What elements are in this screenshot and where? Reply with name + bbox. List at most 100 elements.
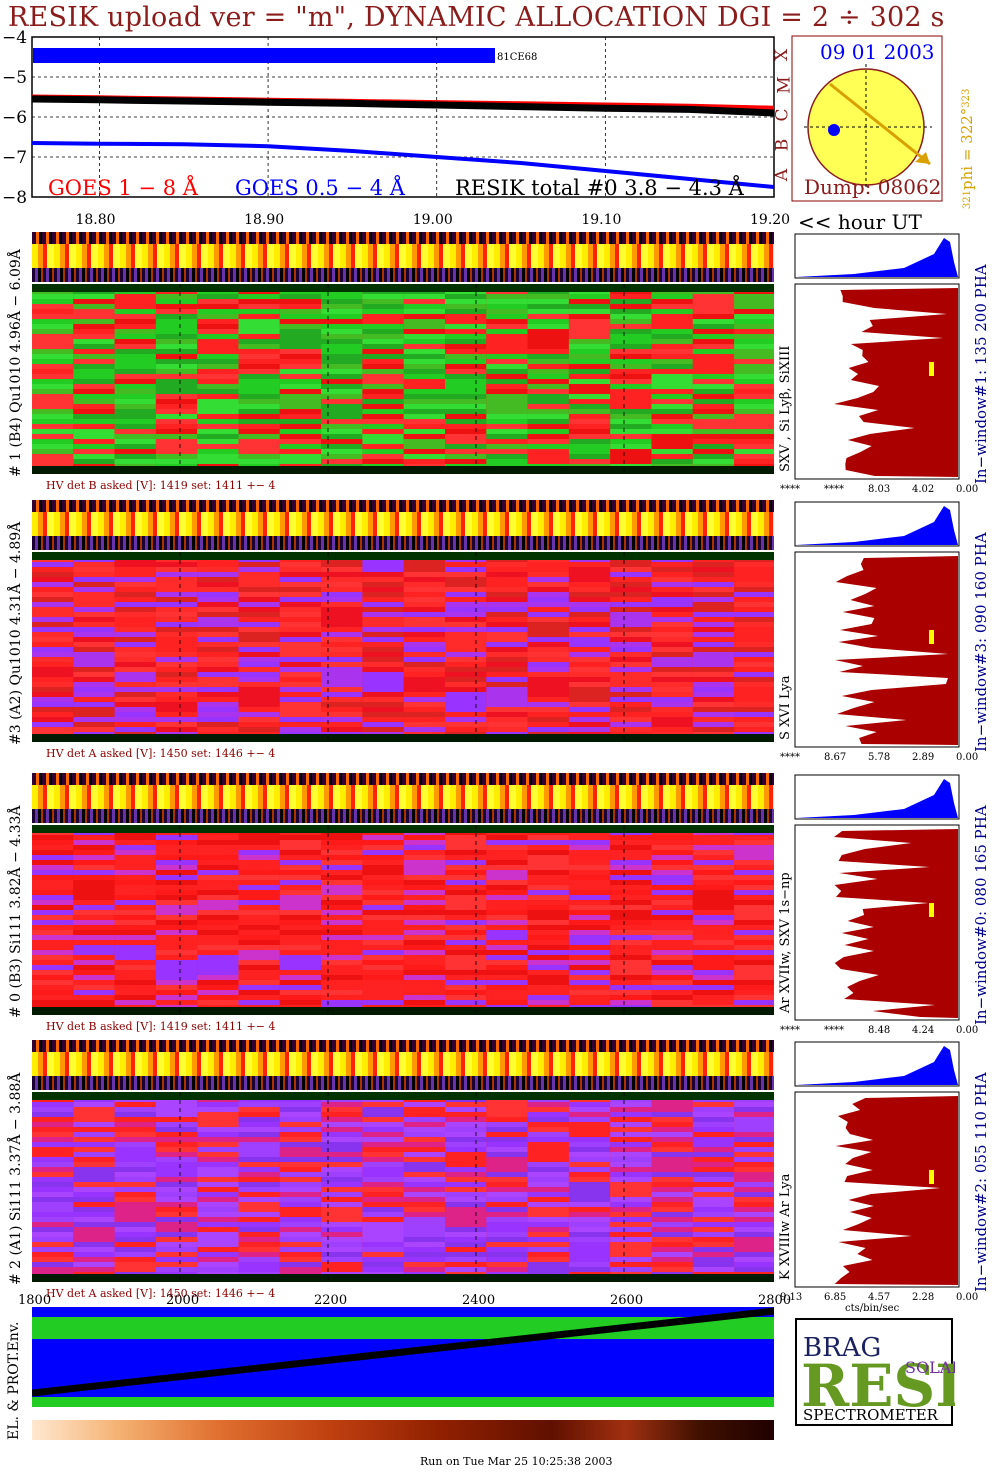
spectrogram-cell bbox=[486, 722, 528, 727]
pha-tick-label: **** bbox=[780, 1025, 800, 1036]
spectrogram-cell bbox=[73, 1152, 115, 1157]
spectrogram-cell bbox=[734, 880, 774, 885]
spectrogram-cell bbox=[527, 840, 569, 845]
goes-y-tick: −8 bbox=[2, 188, 27, 208]
spectrogram-cell bbox=[486, 409, 528, 414]
spectrogram-cell bbox=[527, 459, 569, 464]
spectrogram-cell bbox=[651, 845, 693, 850]
spectrogram-cell bbox=[527, 637, 569, 642]
spectrogram-cell bbox=[692, 429, 735, 434]
spectrogram-cell bbox=[362, 1212, 404, 1217]
spectrogram-cell bbox=[651, 1192, 693, 1197]
spectrogram-cell bbox=[445, 1117, 487, 1122]
spectrogram-cell bbox=[445, 682, 487, 687]
spectrogram-cell bbox=[238, 1147, 280, 1152]
spectrogram-cell bbox=[197, 607, 239, 612]
spectrogram-cell bbox=[527, 717, 569, 722]
spectrogram-cell bbox=[114, 960, 156, 965]
spectrogram-cell bbox=[568, 597, 611, 602]
spectrogram-cell bbox=[692, 1267, 735, 1272]
spectrogram-cell bbox=[610, 627, 652, 632]
spectrogram-cell bbox=[445, 885, 487, 890]
spectrogram-cell bbox=[734, 617, 774, 622]
spectrogram-cell bbox=[114, 1157, 156, 1162]
spectrogram-cell bbox=[197, 319, 239, 324]
spectrogram-cell bbox=[155, 855, 198, 860]
spectrogram-cell bbox=[73, 722, 115, 727]
goes-lightcurve-chart: 81CE68 −4−5−6−7−8 GOES 1 − 8 Å GOES 0.5 … bbox=[2, 30, 775, 208]
spectrogram-cell bbox=[734, 1207, 774, 1212]
spectrogram-cell bbox=[445, 1162, 487, 1167]
spectrogram-cell bbox=[32, 319, 74, 324]
spectrogram-cell bbox=[197, 1117, 239, 1122]
spectrogram-cell bbox=[527, 454, 569, 459]
spectrogram-cell bbox=[486, 1207, 528, 1212]
spectrogram-cell bbox=[445, 384, 487, 389]
spectrogram-cell bbox=[279, 1177, 322, 1182]
spectrogram-cell bbox=[32, 1257, 74, 1262]
spectrogram-cell bbox=[155, 702, 198, 707]
spectrogram-cell bbox=[32, 454, 74, 459]
spectrogram-cell bbox=[155, 647, 198, 652]
spectrogram-cell bbox=[403, 577, 445, 582]
spectrogram-cell bbox=[486, 1222, 528, 1227]
spectrogram-cell bbox=[238, 587, 280, 592]
spectrogram-cell bbox=[155, 1207, 198, 1212]
spectrogram-cell bbox=[651, 687, 693, 692]
spectrogram-cell bbox=[114, 1197, 156, 1202]
spectrogram-cell bbox=[362, 299, 404, 304]
spectrogram-cell bbox=[445, 965, 487, 970]
spectrogram-cell bbox=[527, 1142, 569, 1147]
detector-spectrogram bbox=[32, 825, 774, 1015]
spectrogram-cell bbox=[362, 702, 404, 707]
spectrogram-cell bbox=[692, 319, 735, 324]
spectrogram-cell bbox=[321, 870, 363, 875]
spectrogram-cell bbox=[321, 394, 363, 399]
spectrogram-cell bbox=[403, 1107, 445, 1112]
spectrogram-cell bbox=[486, 1147, 528, 1152]
spectrogram-cell bbox=[568, 1157, 611, 1162]
spectrogram-cell bbox=[238, 1192, 280, 1197]
spectrogram-cell bbox=[362, 1222, 404, 1227]
spectrogram-cell bbox=[32, 309, 74, 314]
spectrogram-cell bbox=[73, 1247, 115, 1252]
spectrogram-cell bbox=[445, 637, 487, 642]
spectrogram-cell bbox=[568, 399, 611, 404]
spectrogram-cell bbox=[692, 389, 735, 394]
spectrogram-cell bbox=[362, 930, 404, 935]
spectrogram-cell bbox=[734, 1182, 774, 1187]
spectrogram-cell bbox=[114, 865, 156, 870]
spectrogram-edge-top bbox=[32, 825, 774, 833]
spectrogram-cell bbox=[527, 955, 569, 960]
spectrogram-cell bbox=[155, 697, 198, 702]
spectrogram-cell bbox=[197, 970, 239, 975]
spectrogram-cell bbox=[114, 692, 156, 697]
spectrogram-cell bbox=[197, 890, 239, 895]
spectrogram-cell bbox=[32, 900, 74, 905]
spectrogram-cell bbox=[362, 324, 404, 329]
spectrogram-cell bbox=[32, 662, 74, 667]
spectrogram-cell bbox=[692, 915, 735, 920]
spectral-line-label: SXV , Si Lyβ, SiXIII bbox=[778, 345, 793, 472]
spectrogram-cell bbox=[32, 1107, 74, 1112]
spectrogram-cell bbox=[527, 885, 569, 890]
spectrogram-cell bbox=[445, 870, 487, 875]
spectrogram-cell bbox=[114, 687, 156, 692]
spectrogram-cell bbox=[73, 572, 115, 577]
spectrogram-cell bbox=[734, 955, 774, 960]
spectrogram-cell bbox=[651, 389, 693, 394]
spectrogram-cell bbox=[197, 419, 239, 424]
spectrogram-cell bbox=[527, 394, 569, 399]
spectrogram-cell bbox=[445, 1177, 487, 1182]
hv-status: HV det B asked [V]: 1419 set: 1411 +− 4 bbox=[46, 479, 276, 492]
spectrogram-cell bbox=[734, 1202, 774, 1207]
spectrogram-cell bbox=[238, 632, 280, 637]
spectrogram-cell bbox=[734, 562, 774, 567]
spectrogram-cell bbox=[155, 394, 198, 399]
spectrogram-cell bbox=[527, 1157, 569, 1162]
spectrogram-cell bbox=[279, 592, 322, 597]
spectrogram-cell bbox=[486, 1107, 528, 1112]
spectrogram-cell bbox=[73, 672, 115, 677]
spectrogram-cell bbox=[403, 835, 445, 840]
spectrogram-cell bbox=[692, 592, 735, 597]
